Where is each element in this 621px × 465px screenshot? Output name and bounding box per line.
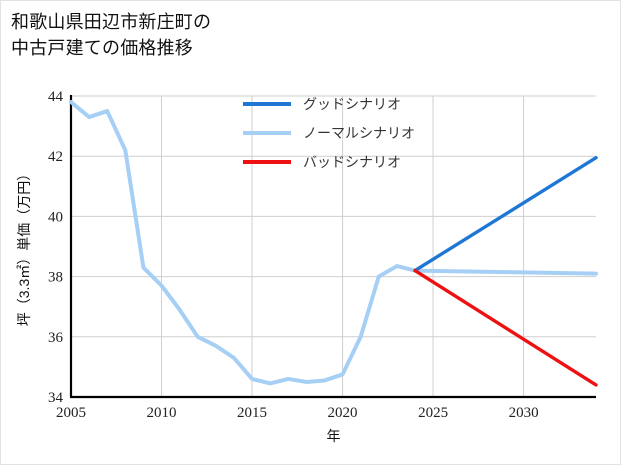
axis-lines (69, 95, 596, 399)
x-tick-label: 2030 (509, 405, 539, 421)
series-line-normal (69, 100, 598, 386)
gridlines (70, 95, 596, 398)
series-line-good (413, 156, 598, 273)
y-tick-label: 38 (48, 270, 63, 286)
y-tick-label: 36 (48, 330, 64, 346)
x-tick-label: 2005 (56, 405, 86, 421)
axis-titles: 年 坪（3.3㎡）単価（万円） (16, 167, 341, 444)
y-tick-label: 44 (48, 89, 64, 105)
y-tick-label: 34 (48, 390, 64, 406)
y-tick-label: 40 (48, 209, 63, 225)
y-axis-tick-labels: 34 36 38 40 42 44 (48, 89, 64, 406)
y-tick-label: 42 (48, 149, 63, 165)
page-title: 和歌山県田辺市新庄町の 中古戸建ての価格推移 (11, 12, 212, 59)
x-tick-label: 2015 (237, 405, 267, 421)
y-axis-title: 坪（3.3㎡）単価（万円） (16, 167, 32, 326)
x-tick-label: 2020 (328, 405, 358, 421)
x-axis-title: 年 (327, 428, 341, 444)
legend-label-2: バッドシナリオ (303, 154, 401, 170)
series-line-bad (413, 268, 598, 387)
x-tick-label: 2010 (147, 405, 177, 421)
legend-label-1: ノーマルシナリオ (303, 125, 415, 141)
legend-label-0: グッドシナリオ (303, 96, 401, 112)
x-axis-tick-labels: 2005 2010 2015 2020 2025 2030 (56, 405, 539, 421)
x-tick-label: 2025 (418, 405, 448, 421)
series-lines (69, 100, 598, 387)
